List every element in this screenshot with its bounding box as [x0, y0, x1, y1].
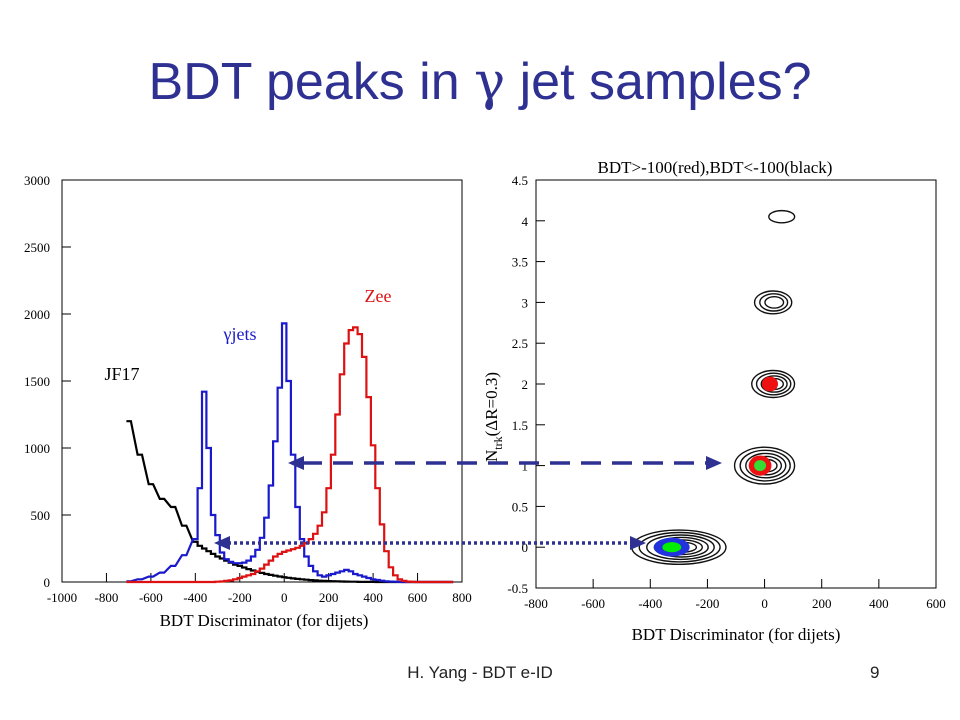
left-x-tick-label: -1000: [47, 590, 77, 605]
left-y-tick-label: 3000: [24, 173, 50, 188]
contour-2-peak: [765, 380, 775, 388]
right-chart-title: BDT>-100(red),BDT<-100(black): [598, 158, 833, 177]
annotation-arrows: [214, 456, 722, 550]
title-text-pre: BDT peaks in: [148, 53, 475, 111]
y-title-main: N: [482, 450, 501, 462]
right-x-axis-title: BDT Discriminator (for dijets): [632, 625, 841, 644]
right-y-tick-label: 2: [522, 377, 529, 392]
y-title-rest: (ΔR=0.3): [482, 372, 501, 436]
right-x-tick-label: -400: [638, 596, 662, 611]
right-x-tick-label: 200: [812, 596, 832, 611]
histogram-series-0: [126, 420, 454, 584]
right-x-tick-label: 400: [869, 596, 889, 611]
left-x-tick-label: 600: [408, 590, 428, 605]
dashed-arrow-right-head: [706, 456, 722, 470]
right-x-tick-label: 0: [761, 596, 768, 611]
left-y-tick-label: 1500: [24, 374, 50, 389]
contour-0-peak: [662, 542, 682, 553]
left-y-tick-label: 2500: [24, 240, 50, 255]
left-x-tick-label: -600: [139, 590, 163, 605]
right-y-tick-label: 0.5: [512, 499, 528, 514]
right-x-tick-label: -200: [696, 596, 720, 611]
contour-1-peak: [754, 460, 767, 472]
right-y-tick-label: 3: [522, 295, 529, 310]
right-y-tick-label: 3.5: [512, 255, 528, 270]
left-x-axis-title: BDT Discriminator (for dijets): [160, 611, 369, 630]
contour-1-level-2: [745, 452, 787, 479]
histogram-series-1: [126, 322, 454, 584]
left-x-tick-label: -200: [228, 590, 252, 605]
title-gamma-symbol: γ: [474, 52, 506, 112]
contour-chart: BDT>-100(red),BDT<-100(black) -800 -600 -40…: [482, 158, 946, 644]
left-y-tick-label: 2000: [24, 307, 50, 322]
left-y-tick-label: 1000: [24, 441, 50, 456]
histogram-chart: -1000 -800 -600 -400 -200 0 200 400 600 800 0 500 10…: [24, 173, 472, 630]
dotted-arrow-left-head: [214, 536, 230, 550]
contour-3-level-0: [753, 290, 793, 315]
footer-author: H. Yang - BDT e-ID: [407, 663, 553, 682]
contour-1-level-0: [733, 446, 796, 485]
right-x-tick-label: -600: [581, 596, 605, 611]
histogram-series-2: [126, 326, 454, 584]
right-x-tick-label: 600: [926, 596, 946, 611]
left-y-tick-label: 500: [31, 508, 51, 523]
right-y-tick-label: 4: [522, 214, 529, 229]
series-label-0: JF17: [104, 364, 139, 384]
right-y-tick-label: 1.5: [512, 418, 528, 433]
left-x-tick-label: 800: [452, 590, 472, 605]
right-y-tick-label: 0: [522, 540, 529, 555]
right-x-tick-label: -800: [524, 596, 548, 611]
left-x-tick-label: 400: [363, 590, 383, 605]
left-plot-background: [8, 165, 468, 638]
series-label-2: Zee: [365, 286, 392, 306]
right-y-tick-label: -0.5: [507, 581, 528, 596]
page-number: 9: [870, 663, 880, 682]
contour-2-level-1: [755, 372, 792, 396]
dashed-arrow-left-head: [288, 456, 304, 470]
contour-4-level-0: [768, 209, 796, 224]
series-label-1: γjets: [223, 324, 257, 344]
y-title-sub: trk: [491, 436, 505, 449]
contour-1-level-1: [739, 449, 791, 482]
right-y-tick-label: 1: [522, 459, 529, 474]
right-y-tick-label: 2.5: [512, 336, 528, 351]
slide-title: BDT peaks in γ jet samples?: [0, 52, 960, 112]
left-x-tick-label: -800: [95, 590, 119, 605]
title-text-post: jet samples?: [505, 53, 812, 111]
contour-3-level-2: [764, 295, 785, 309]
contour-3-level-1: [759, 293, 789, 312]
left-y-tick-label: 0: [44, 575, 51, 590]
left-x-tick-label: 0: [281, 590, 288, 605]
right-plot-background: [476, 148, 954, 646]
right-y-tick-label: 4.5: [512, 173, 528, 188]
contour-2-level-0: [751, 369, 796, 399]
left-x-tick-label: -400: [183, 590, 207, 605]
right-y-axis-title: Ntrk(ΔR=0.3): [482, 372, 505, 462]
dotted-arrow-right-head: [630, 536, 646, 550]
contour-0-level-1: [638, 531, 721, 563]
contour-2-level-2: [760, 375, 788, 393]
contour-0-level-2: [646, 534, 715, 561]
left-x-tick-label: 200: [319, 590, 339, 605]
